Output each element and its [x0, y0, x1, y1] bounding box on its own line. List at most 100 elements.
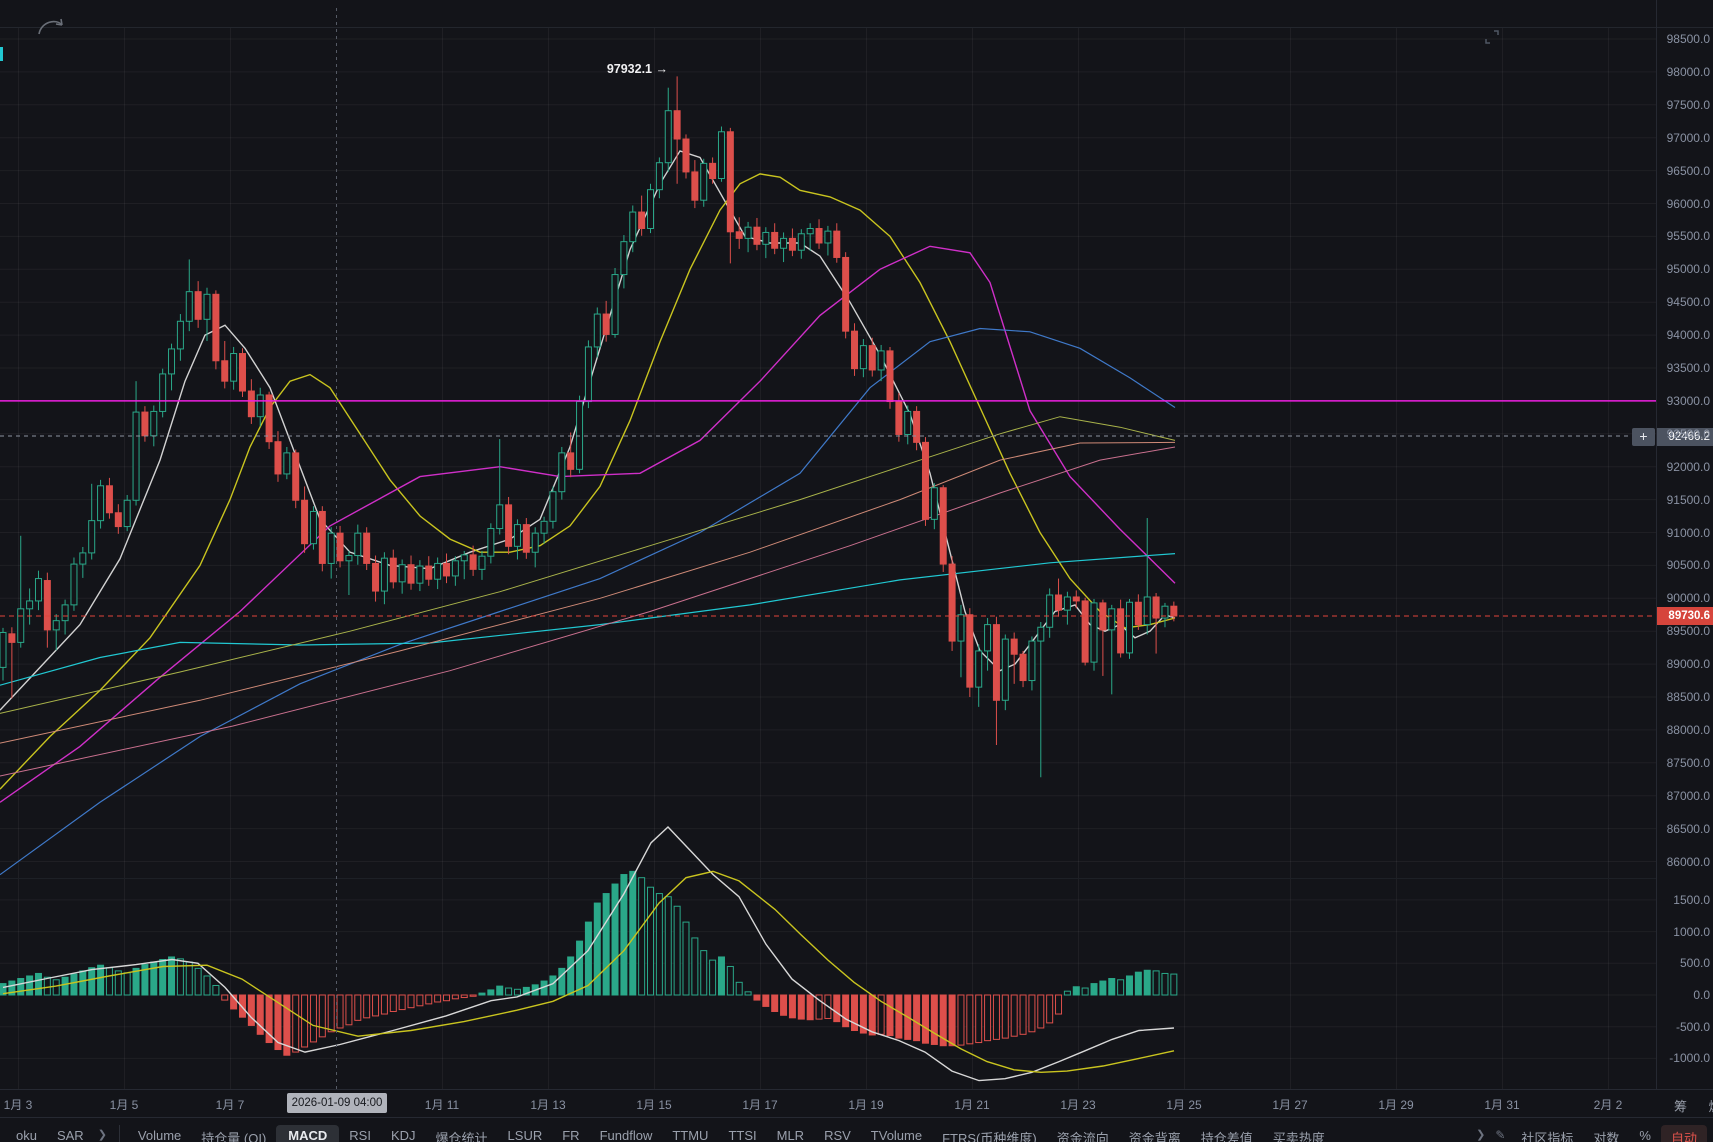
price-axis-tick: 88000.0: [1666, 722, 1710, 737]
overlay-tab-sar[interactable]: SAR: [56, 1128, 84, 1142]
candles-layer: [0, 76, 1178, 778]
time-axis-tick: 1月 15: [636, 1098, 672, 1112]
ma-blue-line: [0, 327, 1176, 876]
indicator-tab-ttsi[interactable]: TTSI: [728, 1128, 757, 1142]
time-axis-tick: 1月 23: [1060, 1098, 1096, 1112]
add-alert-plus-button[interactable]: +: [1632, 428, 1655, 446]
signal-line: [2, 870, 1175, 1074]
ma-salmon-line: [0, 441, 1176, 744]
price-axis-tick: 96500.0: [1666, 163, 1710, 178]
price-axis-tick: 90000.0: [1666, 591, 1710, 606]
gridlines: [0, 28, 1656, 1089]
price-axis-tick: 95500.0: [1666, 229, 1710, 244]
indicator-tab-macd[interactable]: MACD: [276, 1125, 340, 1142]
price-axis-tick: 96000.0: [1666, 196, 1710, 211]
macd-axis-tick: 0.0: [1693, 988, 1710, 1002]
chart-plot-area[interactable]: 97932.1 →: [0, 0, 1656, 1089]
scale-option-对数[interactable]: 对数: [1593, 1131, 1620, 1142]
indicator-tab-fundflow[interactable]: Fundflow: [599, 1128, 653, 1142]
indicator-tab--[interactable]: 爆仓统计: [435, 1131, 488, 1142]
time-axis-tick: 1月 17: [742, 1098, 778, 1112]
price-axis-tick: 97000.0: [1666, 130, 1710, 145]
price-axis-tick: 86000.0: [1666, 854, 1710, 869]
indicator-tab-kdj[interactable]: KDJ: [390, 1128, 416, 1142]
price-axis-tick: 90500.0: [1666, 558, 1710, 573]
price-axis-tick: 86500.0: [1666, 821, 1710, 836]
indicator-tab-rsi[interactable]: RSI: [349, 1128, 371, 1142]
time-axis[interactable]: 2026-01-09 04:00 筹 煽 1月 3 1月 5 1月 7 1月 11 1月…: [0, 1089, 1713, 1118]
ma-cyan-line: [0, 553, 1176, 686]
indicator-tab-ftrs-[interactable]: FTRS(币种维度): [942, 1131, 1037, 1142]
time-axis-tick: 1月 27: [1272, 1098, 1308, 1112]
chevron-right-icon[interactable]: ❯: [97, 1129, 107, 1141]
overlay-tab-oku[interactable]: oku: [16, 1128, 37, 1142]
macd-line: [2, 826, 1175, 1082]
time-axis-tick: 1月 13: [530, 1098, 566, 1112]
price-axis-tick: 93000.0: [1666, 393, 1710, 408]
time-axis-tick: 1月 5: [109, 1098, 139, 1112]
indicator-tab-volume[interactable]: Volume: [137, 1128, 182, 1142]
redo-arrow-icon[interactable]: [36, 14, 66, 40]
indicator-tab--[interactable]: 买卖热度: [1272, 1131, 1325, 1142]
price-axis-tick: 88500.0: [1666, 690, 1710, 704]
time-axis-tick: 1月 25: [1166, 1098, 1202, 1112]
price-axis-tick: 92000.0: [1666, 459, 1710, 474]
crosshair-price-label: 92466.2: [1657, 428, 1713, 446]
maximize-pane-icon[interactable]: [1483, 28, 1501, 46]
scale-option-社区指标[interactable]: 社区指标: [1521, 1131, 1574, 1142]
top-separator: [0, 27, 1713, 28]
scale-option-自动[interactable]: 自动: [1660, 1125, 1707, 1142]
price-axis-tick: 93500.0: [1666, 361, 1710, 375]
ma-rose-line: [0, 446, 1176, 777]
scale-option-%[interactable]: %: [1639, 1128, 1651, 1142]
price-pane: [0, 76, 1178, 876]
price-axis-tick: 94500.0: [1666, 295, 1710, 310]
indicator-toolbar: oku SAR ❯ Volume 持仓量 (OI) MACD RSI KDJ 爆仓统计 LSUR F…: [0, 1117, 1713, 1142]
price-axis-tick: 98500.0: [1666, 32, 1710, 46]
time-axis-tick: 1月 31: [1484, 1098, 1520, 1112]
macd-axis-tick: -1000.0: [1669, 1051, 1710, 1066]
indicator-tab--[interactable]: 资金背离: [1128, 1131, 1181, 1142]
macd-axis-tick: 1500.0: [1673, 892, 1710, 907]
price-axis-tick: 91000.0: [1666, 525, 1710, 540]
edit-indicator-icon[interactable]: ✎: [1495, 1128, 1506, 1142]
indicator-tab-rsv[interactable]: RSV: [824, 1128, 851, 1142]
macd-pane: [0, 826, 1178, 1082]
toolbar-divider: [118, 1125, 120, 1142]
toolbar-right-group: ❯ ✎ 社区指标 对数% 自动: [1472, 1125, 1707, 1142]
time-axis-tick: 2月 2: [1593, 1098, 1623, 1112]
time-axis-tick: 1月 7: [215, 1098, 245, 1112]
time-axis-tick: 1月 21: [954, 1098, 990, 1112]
ma-magenta-line: [0, 245, 1176, 803]
price-axis[interactable]: + 92466.2 89730.6 98500.0 98000.0 97500.0 9…: [1632, 0, 1713, 1089]
price-axis-tick: 95000.0: [1666, 262, 1710, 277]
time-axis-tick: 1月 19: [848, 1098, 884, 1112]
price-axis-tick: 97500.0: [1666, 97, 1710, 112]
indicator-tab-lsur[interactable]: LSUR: [507, 1128, 543, 1142]
chip-distribution-buttons[interactable]: 筹 煽: [1674, 1099, 1713, 1114]
indicator-tab-mlr[interactable]: MLR: [776, 1128, 805, 1142]
indicator-tab-ttmu[interactable]: TTMU: [672, 1128, 709, 1142]
time-axis-tick: 1月 29: [1378, 1098, 1414, 1112]
price-axis-tick: 94000.0: [1666, 328, 1710, 343]
price-axis-tick: 91500.0: [1666, 492, 1710, 507]
indicator-tab-tvolume[interactable]: TVolume: [870, 1128, 923, 1142]
time-axis-tick: 1月 11: [424, 1098, 460, 1112]
ma-yellow-line: [0, 173, 1176, 790]
price-axis-tick: 87000.0: [1666, 788, 1710, 803]
price-axis-tick: 92500.0: [1666, 426, 1710, 441]
chevron-right-icon[interactable]: ❯: [1476, 1129, 1486, 1141]
macd-axis-tick: 1000.0: [1673, 924, 1710, 939]
price-axis-tick: 98000.0: [1666, 64, 1710, 79]
indicator-tab--oi-[interactable]: 持仓量 (OI): [201, 1131, 267, 1142]
indicator-tab--[interactable]: 资金流向: [1056, 1131, 1109, 1142]
ma-olive-line: [0, 416, 1176, 714]
indicator-tab-fr[interactable]: FR: [562, 1128, 580, 1142]
high-price-annotation: 97932.1 →: [607, 62, 668, 76]
ma-white-line: [0, 150, 1176, 711]
price-axis-tick: 89000.0: [1666, 657, 1710, 672]
indicator-tab--[interactable]: 持仓差值: [1200, 1131, 1253, 1142]
crosshair-date-label: 2026-01-09 04:00: [287, 1093, 387, 1113]
price-axis-tick: 87500.0: [1666, 755, 1710, 770]
